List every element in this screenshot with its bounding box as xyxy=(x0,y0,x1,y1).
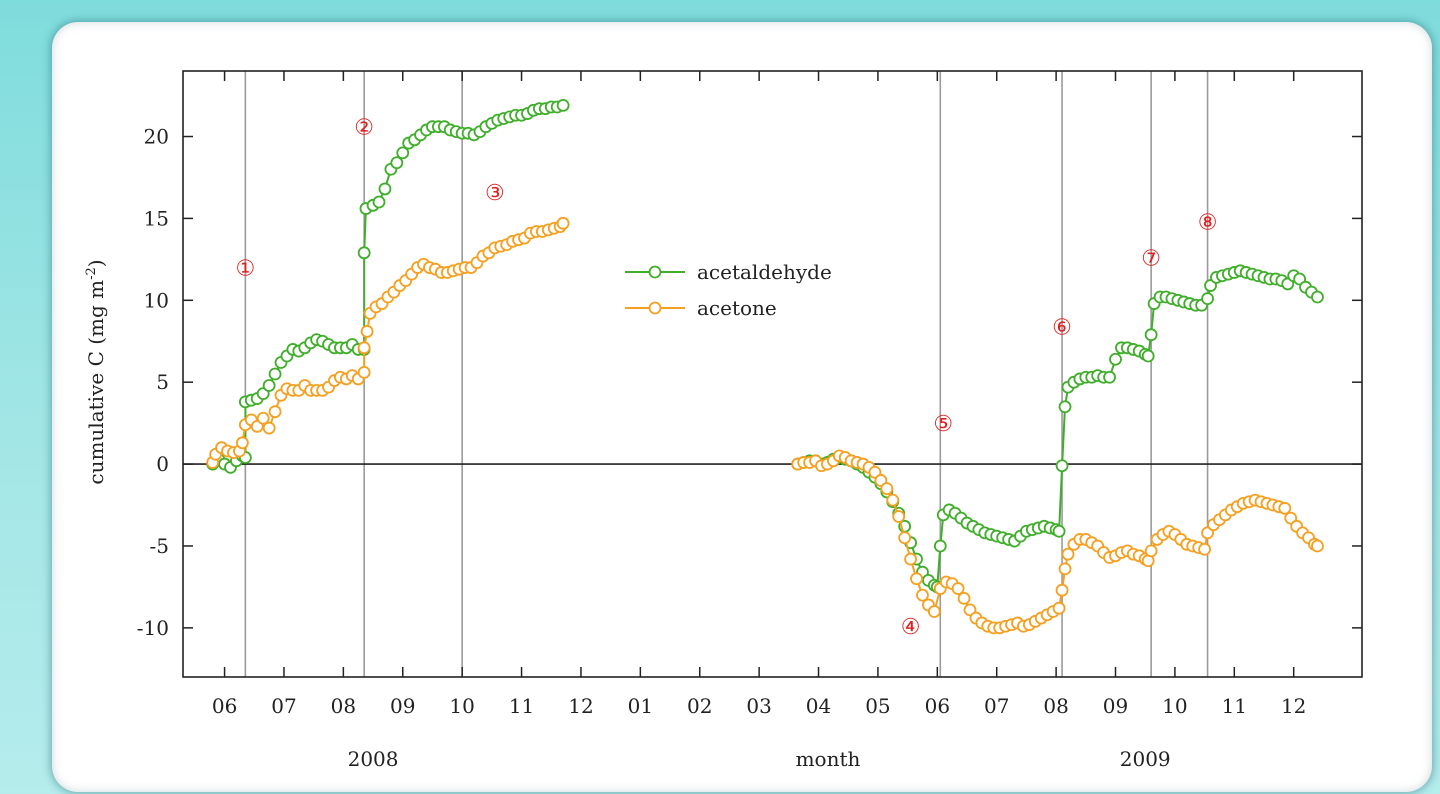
data-point-acetone xyxy=(1198,542,1212,556)
data-point-acetaldehyde xyxy=(556,98,570,112)
data-point-acetaldehyde xyxy=(1055,459,1069,473)
data-point-acetone xyxy=(916,588,929,602)
y-tick-label: 20 xyxy=(144,125,169,149)
year-label: 2009 xyxy=(1120,747,1171,771)
event-marker-8: ⑧ xyxy=(1198,211,1218,236)
data-point-acetaldehyde xyxy=(262,379,276,392)
data-point-acetaldehyde xyxy=(1141,349,1155,363)
y-tick-label: -5 xyxy=(150,534,169,558)
data-point-acetaldehyde xyxy=(1201,292,1214,306)
data-point-acetaldehyde xyxy=(378,182,392,196)
data-point-acetone xyxy=(880,482,894,496)
data-point-acetaldehyde xyxy=(1144,328,1158,342)
legend-marker-acetaldehyde xyxy=(648,265,662,279)
data-point-acetaldehyde xyxy=(933,539,947,553)
x-axis-label: month xyxy=(796,747,861,771)
x-tick-label: 11 xyxy=(509,694,534,718)
y-tick-label: 10 xyxy=(144,288,169,312)
chart-card xyxy=(52,22,1432,792)
x-tick-label: 12 xyxy=(1281,694,1306,718)
x-tick-label: 06 xyxy=(212,694,237,718)
data-point-acetone xyxy=(1055,583,1069,597)
data-point-acetone xyxy=(357,365,371,379)
plot-frame xyxy=(182,70,1363,678)
legend-label-acetaldehyde: acetaldehyde xyxy=(697,260,832,284)
data-point-acetaldehyde xyxy=(1052,524,1066,538)
y-axis-label: cumulative C (mg m-2) xyxy=(84,259,108,484)
x-tick-label: 09 xyxy=(1103,694,1128,718)
data-point-acetaldehyde xyxy=(1109,352,1122,366)
x-tick-label: 05 xyxy=(865,694,890,718)
event-marker-7: ⑦ xyxy=(1141,247,1161,272)
data-point-acetone xyxy=(1058,562,1072,576)
x-tick-label: 09 xyxy=(390,694,415,718)
data-point-acetone xyxy=(898,531,912,545)
x-tick-label: 07 xyxy=(984,694,1009,718)
y-axis-label-main: cumulative C (mg m xyxy=(84,280,108,485)
data-point-acetaldehyde xyxy=(268,367,282,381)
x-tick-label: 10 xyxy=(449,694,474,718)
data-point-acetone xyxy=(556,216,570,230)
x-tick-label: 08 xyxy=(331,694,356,718)
data-point-acetone xyxy=(957,591,971,605)
legend: acetaldehyde acetone xyxy=(625,260,832,320)
event-marker-2: ② xyxy=(354,116,374,141)
event-marker-1: ① xyxy=(235,257,255,282)
event-marker-3: ③ xyxy=(485,181,505,206)
x-tick-label: 06 xyxy=(925,694,950,718)
event-marker-6: ⑥ xyxy=(1052,316,1072,341)
data-point-acetone xyxy=(886,493,900,507)
x-tick-label: 01 xyxy=(628,694,653,718)
y-axis-label-close: ) xyxy=(84,259,108,267)
data-point-acetone xyxy=(357,341,371,355)
y-tick-label: 5 xyxy=(156,370,169,394)
data-point-acetone xyxy=(262,421,276,435)
data-point-acetone xyxy=(360,325,374,338)
data-point-acetone xyxy=(927,605,941,618)
x-tick-label: 02 xyxy=(687,694,712,718)
data-point-acetone xyxy=(235,436,249,450)
event-marker-5: ⑤ xyxy=(933,412,953,437)
data-point-acetone xyxy=(1144,544,1158,558)
x-tick-label: 10 xyxy=(1162,694,1187,718)
event-marker-4: ④ xyxy=(901,615,921,640)
x-tick-label: 04 xyxy=(806,694,831,718)
x-tick-label: 12 xyxy=(568,694,593,718)
y-tick-label: -10 xyxy=(137,616,169,640)
y-axis-label-superscript: -2 xyxy=(84,267,99,280)
data-point-acetone xyxy=(910,572,923,586)
data-point-acetaldehyde xyxy=(1311,290,1324,304)
data-point-acetone xyxy=(268,405,282,419)
data-point-acetone xyxy=(256,411,270,425)
data-point-acetaldehyde xyxy=(1058,400,1072,414)
series-layer xyxy=(206,98,1324,635)
x-tick-label: 03 xyxy=(746,694,771,718)
data-point-acetaldehyde xyxy=(396,146,410,160)
data-point-acetaldehyde xyxy=(357,246,371,260)
data-point-acetone xyxy=(1278,501,1292,515)
x-tick-label: 11 xyxy=(1222,694,1247,718)
data-point-acetone xyxy=(1311,539,1324,553)
x-tick-label: 07 xyxy=(271,694,296,718)
x-tick-label: 08 xyxy=(1043,694,1068,718)
data-point-acetone xyxy=(951,582,965,595)
annotation-layer: ① ② ③ ④ ⑤ ⑥ ⑦ ⑧ xyxy=(235,116,1217,641)
y-tick-label: 0 xyxy=(156,452,169,476)
data-point-acetone xyxy=(892,510,906,523)
y-tick-label: 15 xyxy=(144,206,169,230)
data-point-acetaldehyde xyxy=(372,195,386,209)
year-label: 2008 xyxy=(348,747,399,771)
legend-marker-acetone xyxy=(648,301,662,315)
legend-label-acetone: acetone xyxy=(697,296,777,320)
data-point-acetaldehyde xyxy=(390,156,404,170)
data-point-acetone xyxy=(904,552,917,566)
data-point-acetaldehyde xyxy=(1103,370,1116,384)
data-point-acetone xyxy=(1061,547,1075,561)
data-point-acetone xyxy=(1052,601,1066,615)
